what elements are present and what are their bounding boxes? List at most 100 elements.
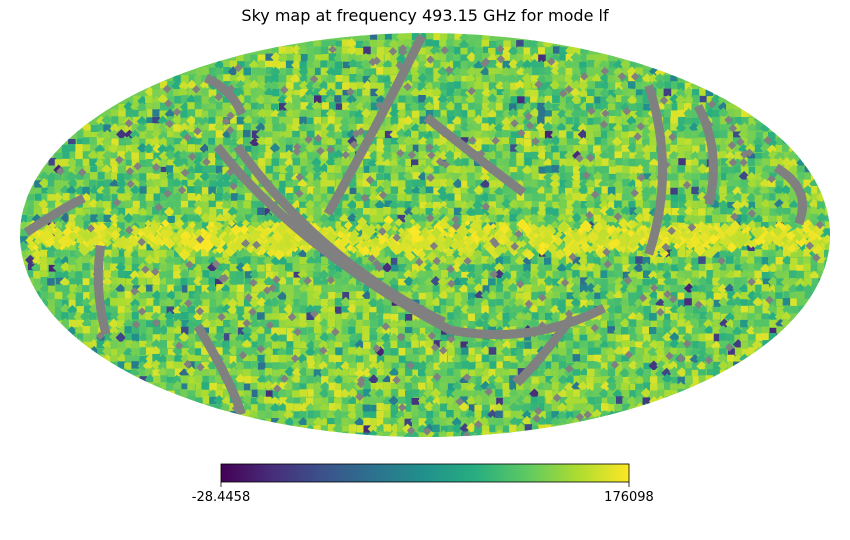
sky-pixel: [720, 166, 729, 175]
sky-pixel: [439, 382, 447, 390]
sky-pixel: [229, 75, 238, 83]
sky-pixel: [279, 145, 288, 154]
sky-pixel: [621, 131, 629, 140]
sky-pixel: [117, 278, 126, 286]
sky-pixel: [356, 40, 364, 49]
sky-pixel: [664, 180, 672, 189]
sky-pixel: [257, 264, 265, 273]
sky-pixel: [453, 166, 462, 174]
sky-pixel: [313, 40, 321, 48]
sky-pixel: [461, 75, 469, 84]
sky-pixel: [47, 257, 55, 265]
sky-pixel: [712, 110, 720, 118]
sky-pixel: [502, 186, 511, 194]
sky-pixel: [538, 130, 546, 138]
sky-pixel: [482, 137, 490, 145]
sky-pixel: [461, 180, 469, 189]
sky-pixel: [544, 116, 553, 124]
sky-pixel: [398, 312, 406, 320]
sky-pixel: [215, 137, 223, 145]
sky-pixel: [663, 194, 672, 202]
sky-pixel: [712, 116, 720, 125]
sky-pixel: [285, 347, 294, 355]
sky-pixel: [552, 382, 560, 390]
sky-pixel: [160, 166, 169, 175]
sky-pixel: [595, 151, 603, 160]
sky-pixel: [622, 179, 630, 187]
sky-pixel: [229, 109, 237, 118]
sky-pixel: [312, 163, 323, 175]
sky-pixel: [552, 187, 560, 196]
sky-pixel: [734, 117, 743, 125]
sky-pixel: [54, 159, 63, 167]
sky-pixel: [748, 166, 757, 175]
sky-pixel: [738, 170, 750, 182]
sky-pixel: [236, 116, 245, 125]
sky-pixel: [68, 334, 76, 343]
sky-pixel: [586, 256, 595, 264]
sky-pixel: [349, 74, 357, 82]
sky-pixel: [447, 33, 455, 41]
sky-pixel: [249, 137, 261, 149]
sky-pixel: [522, 66, 533, 78]
sky-pixel: [369, 327, 378, 336]
sky-pixel: [167, 96, 175, 104]
sky-pixel: [705, 284, 713, 292]
sky-pixel: [68, 256, 76, 265]
sky-pixel: [299, 61, 308, 69]
sky-pixel: [160, 179, 169, 187]
sky-pixel: [453, 173, 461, 181]
sky-pixel: [586, 54, 594, 63]
sky-pixel: [601, 313, 609, 321]
sky-pixel: [143, 143, 155, 155]
sky-pixel: [594, 61, 602, 69]
sky-pixel: [369, 291, 378, 299]
sky-pixel: [285, 46, 294, 54]
sky-pixel: [496, 89, 505, 97]
sky-pixel: [572, 68, 580, 76]
sky-pixel: [587, 341, 595, 349]
sky-pixel: [573, 131, 581, 139]
sky-pixel: [691, 327, 700, 336]
sky-pixel: [54, 320, 63, 329]
sky-pixel: [720, 369, 728, 378]
sky-pixel: [272, 362, 280, 370]
sky-pixel: [719, 186, 727, 194]
sky-pixel: [391, 194, 399, 203]
sky-pixel: [734, 151, 743, 160]
sky-pixel: [89, 326, 98, 334]
sky-pixel: [215, 178, 226, 190]
sky-pixel: [574, 117, 582, 125]
sky-pixel: [297, 122, 309, 134]
sky-pixel: [166, 382, 174, 391]
sky-pixel: [103, 195, 111, 203]
sky-pixel: [489, 144, 497, 152]
sky-pixel: [719, 130, 728, 138]
sky-pixel: [482, 33, 490, 42]
sky-pixel: [341, 326, 350, 334]
sky-pixel: [447, 361, 456, 370]
sky-pixel: [601, 138, 609, 146]
sky-pixel: [587, 117, 595, 126]
sky-pixel: [348, 368, 357, 376]
sky-pixel: [131, 123, 139, 132]
sky-pixel: [628, 158, 637, 166]
sky-pixel: [68, 144, 76, 152]
sky-pixel: [712, 312, 721, 320]
sky-pixel: [272, 172, 280, 180]
sky-pixel: [411, 193, 420, 201]
sky-pixel: [509, 167, 517, 175]
sky-pixel: [230, 88, 239, 96]
sky-pixel: [138, 193, 146, 202]
sky-pixel: [531, 172, 540, 181]
sky-pixel: [605, 144, 617, 155]
sky-pixel: [47, 200, 55, 209]
sky-pixel: [629, 166, 638, 174]
sky-pixel: [153, 179, 161, 187]
sky-pixel: [390, 67, 398, 75]
sky-pixel: [557, 101, 569, 113]
sky-pixel: [159, 89, 168, 97]
sky-pixel: [397, 123, 405, 132]
sky-pixel: [356, 291, 364, 299]
sky-pixel: [283, 149, 295, 161]
